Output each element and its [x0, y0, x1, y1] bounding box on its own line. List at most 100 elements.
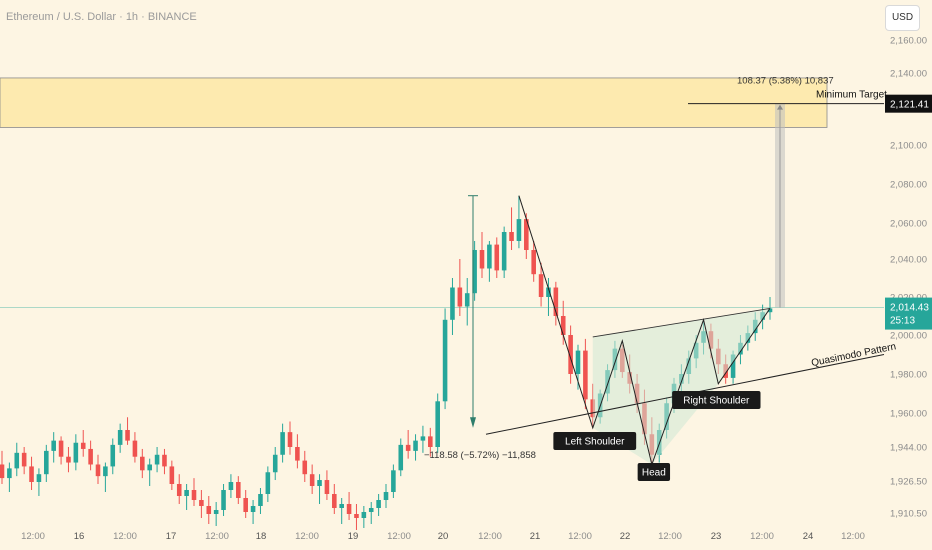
- candle-body: [147, 464, 152, 471]
- candle-body: [767, 308, 773, 313]
- x-tick-label: 12:00: [205, 531, 229, 542]
- candle-body: [501, 232, 507, 271]
- head-label: Head: [642, 468, 666, 479]
- candle-body: [21, 452, 27, 467]
- x-tick-label: 12:00: [750, 531, 774, 542]
- x-tick-label: 20: [438, 531, 449, 542]
- y-tick-label: 2,100.00: [890, 141, 927, 152]
- time-axis[interactable]: 12:00 16 12:00 17 12:00 18 12:00 19 12:00 20 12:00…: [21, 531, 865, 542]
- drop-measure-text: −118.58 (−5.72%) −11,858: [424, 450, 536, 461]
- symbol-title: Ethereum / U.S. Dollar · 1h · BINANCE: [6, 11, 197, 23]
- candle-body: [479, 250, 485, 269]
- candle-body: [132, 440, 138, 457]
- y-tick-label: 1,960.00: [890, 409, 927, 420]
- candle-body: [95, 464, 101, 477]
- candle-body: [317, 480, 322, 486]
- currency-button[interactable]: USD: [885, 5, 920, 31]
- candle-body: [280, 432, 285, 455]
- candle-body: [332, 494, 337, 508]
- candle-body: [287, 432, 293, 447]
- candle-body: [51, 440, 56, 451]
- candle-body: [391, 470, 396, 492]
- candle-body: [546, 287, 551, 297]
- current-price-tag: [885, 297, 932, 330]
- candle-body: [265, 472, 271, 494]
- candle-body: [236, 482, 241, 498]
- x-tick-label: 18: [256, 531, 267, 542]
- candle-body: [442, 319, 448, 402]
- x-tick-label: 12:00: [658, 531, 682, 542]
- y-tick-label: 1,944.00: [890, 443, 927, 454]
- candle-body: [258, 494, 263, 506]
- pattern-overlay: [0, 103, 885, 467]
- y-tick-label: 1,910.50: [890, 509, 927, 520]
- x-tick-label: 12:00: [295, 531, 319, 542]
- candle-body: [538, 274, 544, 297]
- minimum-target-label: Minimum Target: [816, 90, 887, 101]
- candle-body: [14, 452, 20, 469]
- candle-body: [58, 440, 64, 457]
- candle-body: [36, 474, 42, 482]
- x-tick-label: 12:00: [113, 531, 137, 542]
- candle-body: [125, 430, 130, 441]
- target-measure-text: 108.37 (5.38%) 10,837: [737, 76, 834, 87]
- candle-body: [29, 466, 34, 482]
- candle-body: [324, 480, 330, 494]
- x-tick-label: 12:00: [841, 531, 865, 542]
- candle-body: [494, 244, 500, 271]
- candle-body: [80, 442, 86, 449]
- candle-body: [184, 490, 189, 496]
- current-price-tag-text: 2,014.43: [890, 303, 929, 314]
- candle-body: [516, 219, 522, 241]
- target-price-tag-text: 2,121.41: [890, 100, 929, 111]
- candle-body: [487, 244, 492, 269]
- candle-body: [44, 450, 49, 475]
- candle-body: [88, 448, 93, 465]
- candle-body: [191, 490, 197, 500]
- pattern-fill: [592, 308, 770, 465]
- candle-body: [228, 482, 234, 490]
- y-tick-label: 2,060.00: [890, 219, 927, 230]
- candle-body: [376, 500, 381, 508]
- x-tick-label: 22: [620, 531, 631, 542]
- candle-body: [221, 490, 226, 510]
- candle-body: [583, 350, 588, 400]
- candle-body: [472, 250, 477, 294]
- candle-body: [250, 506, 256, 512]
- candle-body: [339, 504, 344, 508]
- candle-body: [568, 335, 573, 374]
- candle-body: [361, 512, 367, 518]
- target-price-tag: [885, 94, 932, 113]
- candle-body: [457, 287, 463, 307]
- head-label-box: [637, 463, 671, 481]
- candle-body: [243, 498, 248, 512]
- candle-body: [524, 219, 529, 250]
- right-shoulder-label-box: [672, 391, 761, 409]
- x-tick-label: 12:00: [387, 531, 411, 542]
- candle-body: [553, 287, 559, 316]
- neckline: [592, 307, 771, 338]
- x-tick-label: 12:00: [21, 531, 45, 542]
- price-axis[interactable]: 2,160.002,140.002,120.002,100.002,080.00…: [885, 36, 932, 520]
- right-shoulder-label: Right Shoulder: [683, 396, 750, 407]
- y-tick-label: 2,160.00: [890, 36, 927, 47]
- candle-body: [309, 474, 315, 486]
- candle-body: [7, 468, 12, 479]
- y-tick-label: 2,140.00: [890, 69, 927, 80]
- candle-body: [169, 466, 175, 484]
- candle-body: [435, 401, 440, 447]
- x-tick-label: 12:00: [568, 531, 592, 542]
- x-tick-label: 24: [803, 531, 814, 542]
- candle-body: [66, 456, 71, 463]
- left-shoulder-label-box: [553, 432, 637, 450]
- candle-body: [295, 447, 300, 461]
- candle-body: [531, 250, 536, 275]
- candle-body: [450, 287, 455, 320]
- candle-body: [383, 492, 389, 500]
- y-tick-label: 1,926.50: [890, 477, 927, 488]
- candle-body: [103, 466, 108, 477]
- candle-body: [405, 444, 411, 451]
- candle-body: [413, 440, 418, 451]
